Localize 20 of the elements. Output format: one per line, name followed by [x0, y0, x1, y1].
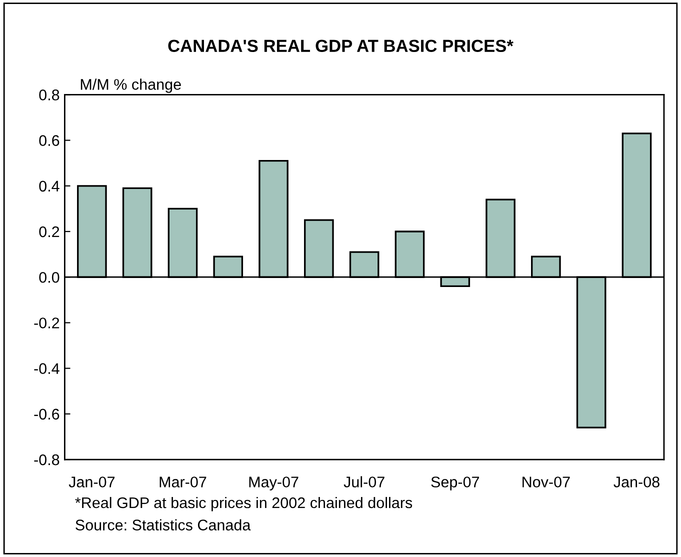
x-tick-label: Nov-07: [522, 476, 570, 488]
y-tick-label: -0.2: [34, 318, 60, 328]
text: *Real GDP at basic prices in 2002 chained dollars: [75, 496, 412, 512]
y-tick-label: 0.0: [39, 272, 60, 283]
chart-title: CANADA'S REAL GDP AT BASIC PRICES*: [168, 40, 514, 52]
x-tick-label: Mar-07: [160, 476, 206, 488]
x-tick-label: May-07: [249, 476, 298, 490]
y-tick-label: -0.6: [34, 408, 60, 420]
source-note: Source: Statistics Canada: [76, 519, 251, 530]
y-tick-label: 0.6: [39, 135, 60, 146]
y-tick-label: 0.8: [39, 90, 60, 100]
y-tick-label: -0.4: [34, 363, 60, 374]
y-axis-title: M/M % change: [80, 78, 181, 93]
x-tick-label: Jul-07: [344, 476, 384, 488]
y-tick-label: -0.8: [34, 454, 60, 466]
x-tick-label: Sep-07: [431, 476, 479, 490]
x-tick-label: Jan-08: [614, 476, 660, 488]
x-tick-label: Jan-07: [68, 476, 115, 488]
y-tick-label: 0.4: [39, 180, 60, 192]
y-tick-label: 0.2: [39, 226, 60, 238]
